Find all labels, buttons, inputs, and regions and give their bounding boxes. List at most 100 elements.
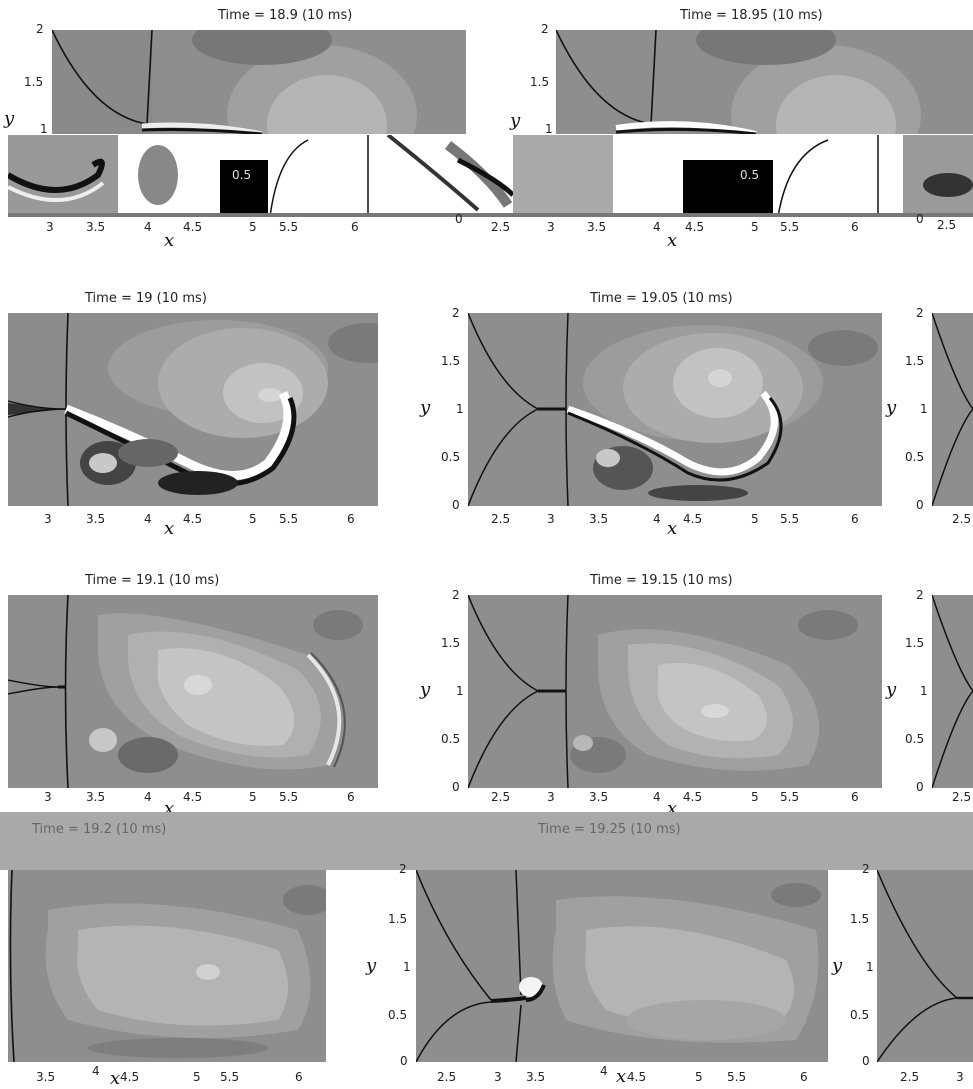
- x-axis-label: x: [110, 1068, 121, 1089]
- x-tick: 3.5: [86, 790, 106, 804]
- panel-title: Time = 19.15 (10 ms): [590, 573, 733, 588]
- y-axis-label: y: [886, 397, 897, 418]
- y-tick: 1.5: [850, 912, 870, 926]
- x-tick: 3.5: [589, 790, 609, 804]
- y-tick: 1: [40, 122, 48, 136]
- x-tick: 5: [249, 790, 257, 804]
- contour-plot: [8, 595, 378, 788]
- x-tick: 3: [44, 790, 52, 804]
- x-tick: 6: [851, 790, 859, 804]
- x-tick: 4.5: [683, 790, 703, 804]
- y-tick: 2: [399, 862, 407, 876]
- y-tick: 1.5: [530, 75, 550, 89]
- y-tick: 1: [866, 960, 874, 974]
- x-tick: 3.5: [86, 512, 106, 526]
- x-tick: 4: [653, 790, 661, 804]
- x-tick: 5.5: [780, 790, 800, 804]
- contour-plot: [468, 313, 882, 506]
- x-tick: 4: [144, 512, 152, 526]
- x-tick: 3.5: [526, 1070, 546, 1084]
- x-tick: 6: [851, 512, 859, 526]
- gray-band: [0, 812, 973, 870]
- x-tick: 5.5: [780, 220, 800, 234]
- y-tick: 1.5: [24, 75, 44, 89]
- x-tick: 4.5: [120, 1070, 140, 1084]
- x-tick: 5.5: [279, 790, 299, 804]
- x-axis-label: x: [164, 518, 175, 539]
- x-tick: 2.5: [952, 790, 972, 804]
- x-axis-label: x: [667, 230, 678, 251]
- y-tick: 2: [916, 306, 924, 320]
- x-tick: 4: [653, 512, 661, 526]
- x-tick: 3: [547, 220, 555, 234]
- x-tick: 2.5: [491, 220, 511, 234]
- y-tick: 0: [916, 780, 924, 794]
- x-tick: 3: [547, 790, 555, 804]
- cropped-contour-plot: [932, 313, 973, 506]
- fragment-label: 2.5: [937, 218, 957, 232]
- y-axis-label: y: [510, 110, 521, 131]
- x-tick: 5: [695, 1070, 703, 1084]
- x-tick: 2.5: [952, 512, 972, 526]
- fragment-label: 0.5: [740, 168, 760, 182]
- fragment-label: 0: [455, 212, 463, 226]
- x-tick: 4.5: [683, 512, 703, 526]
- y-axis-label: y: [4, 108, 15, 129]
- y-axis-label: y: [420, 397, 431, 418]
- x-tick: 3: [494, 1070, 502, 1084]
- x-tick: 4.5: [183, 790, 203, 804]
- x-tick: 6: [347, 790, 355, 804]
- x-tick: 3: [46, 220, 54, 234]
- x-tick: 4.5: [183, 512, 203, 526]
- y-axis-label: y: [886, 679, 897, 700]
- fragment-label: 0: [916, 212, 924, 226]
- contour-plot: [8, 313, 378, 506]
- contour-plot: [556, 30, 973, 134]
- x-tick: 4.5: [685, 220, 705, 234]
- x-tick: 2.5: [491, 790, 511, 804]
- y-tick: 1: [920, 402, 928, 416]
- y-tick: 2: [36, 22, 44, 36]
- x-tick: 5: [751, 220, 759, 234]
- y-tick: 0.5: [850, 1008, 870, 1022]
- x-tick: 5.5: [279, 512, 299, 526]
- x-tick: 2.5: [900, 1070, 920, 1084]
- glitched-strip: [8, 135, 973, 217]
- y-tick: 1.5: [905, 636, 925, 650]
- x-tick: 6: [800, 1070, 808, 1084]
- x-tick: 4: [600, 1064, 608, 1078]
- fragment-label: 0.5: [232, 168, 252, 182]
- contour-plot: [468, 595, 882, 788]
- y-axis-label: y: [420, 679, 431, 700]
- contour-plot: [52, 30, 466, 134]
- x-tick: 5.5: [727, 1070, 747, 1084]
- x-tick: 6: [347, 512, 355, 526]
- x-axis-label: x: [616, 1066, 627, 1087]
- x-tick: 5: [751, 790, 759, 804]
- x-axis-label: x: [164, 798, 175, 819]
- x-tick: 3: [547, 512, 555, 526]
- x-tick: 5: [751, 512, 759, 526]
- x-tick: 2.5: [491, 512, 511, 526]
- x-tick: 3: [956, 1070, 964, 1084]
- panel-title: Time = 19.05 (10 ms): [590, 291, 733, 306]
- y-tick: 1.5: [441, 636, 461, 650]
- y-tick: 0.5: [388, 1008, 408, 1022]
- contour-plot: [416, 870, 828, 1062]
- cropped-contour-plot: [877, 870, 973, 1062]
- x-tick: 5: [249, 220, 257, 234]
- y-tick: 2: [452, 306, 460, 320]
- y-tick: 2: [541, 22, 549, 36]
- y-tick: 1: [545, 122, 553, 136]
- y-tick: 0: [400, 1054, 408, 1068]
- panel-title: Time = 19 (10 ms): [85, 291, 207, 306]
- x-tick: 2.5: [437, 1070, 457, 1084]
- x-tick: 5: [193, 1070, 201, 1084]
- y-tick: 0: [452, 780, 460, 794]
- y-tick: 0.5: [905, 450, 925, 464]
- x-tick: 5: [249, 512, 257, 526]
- y-tick: 0.5: [441, 450, 461, 464]
- x-tick: 4.5: [627, 1070, 647, 1084]
- x-tick: 3: [44, 512, 52, 526]
- y-tick: 1: [403, 960, 411, 974]
